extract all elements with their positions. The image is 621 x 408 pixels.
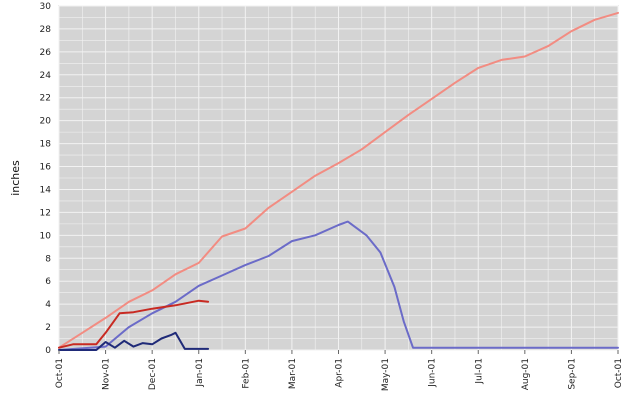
y-tick-label: 14 (40, 185, 52, 195)
x-tick-label: Jun-01 (428, 358, 438, 388)
x-tick-label: Sep-01 (567, 358, 577, 390)
y-tick-label: 20 (40, 117, 52, 127)
y-tick-label: 28 (40, 25, 52, 35)
y-tick-label: 30 (40, 2, 52, 12)
x-tick-label: Feb-01 (241, 358, 251, 389)
y-tick-label: 18 (40, 140, 52, 150)
y-tick-label: 2 (45, 323, 51, 333)
x-tick-label: Nov-01 (102, 358, 112, 390)
y-tick-label: 26 (40, 48, 52, 58)
y-tick-label: 4 (45, 300, 51, 310)
series-line-2 (58, 299, 210, 349)
y-tick-label: 0 (45, 346, 51, 356)
x-tick-label: Aug-01 (521, 358, 531, 390)
series-line-3 (58, 331, 210, 351)
y-axis-label: inches (9, 160, 22, 196)
y-tick-label: 24 (40, 71, 52, 81)
series-line-0 (58, 11, 619, 349)
y-tick-label: 22 (40, 94, 51, 104)
y-tick-label: 16 (40, 163, 52, 173)
x-tick-label: Apr-01 (335, 358, 345, 388)
x-tick-label: Jan-01 (195, 358, 205, 388)
x-tick-label: Mar-01 (288, 358, 298, 389)
y-tick-label: 12 (40, 208, 51, 218)
x-tick-label: Oct-01 (55, 358, 65, 388)
y-tick-label: 10 (40, 231, 52, 241)
x-tick-label: Dec-01 (148, 358, 158, 390)
x-tick-label: May-01 (381, 358, 391, 391)
y-tick-label: 8 (45, 254, 51, 264)
x-tick-label: Jul-01 (474, 358, 484, 385)
y-tick-label: 6 (45, 277, 51, 287)
x-tick-label: Oct-01 (614, 358, 621, 388)
